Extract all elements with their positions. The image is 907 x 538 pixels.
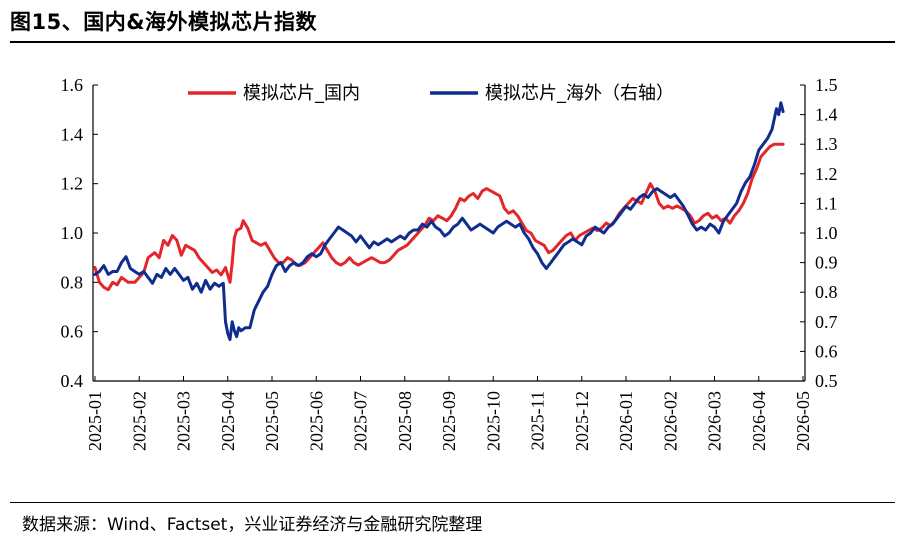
x-tick-label: 2025-11: [528, 391, 548, 450]
y-right-tick-label: 0.7: [815, 312, 838, 332]
source-rule: [10, 502, 895, 503]
source-note: 数据来源：Wind、Factset，兴业证券经济与金融研究院整理: [22, 515, 483, 535]
y-left-tick-label: 0.8: [61, 272, 84, 292]
y-left-tick-label: 1.6: [61, 75, 84, 95]
y-right-tick-label: 0.5: [815, 371, 838, 391]
x-tick-label: 2025-03: [174, 391, 194, 451]
x-tick-label: 2025-01: [85, 391, 105, 451]
y-left-tick-label: 0.6: [61, 322, 84, 342]
y-left-tick-label: 1.4: [61, 124, 84, 144]
title-rule: [10, 41, 895, 43]
x-tick-label: 2026-02: [660, 391, 680, 451]
y-right-tick-label: 0.6: [815, 341, 838, 361]
x-tick-label: 2025-07: [351, 391, 371, 451]
y-right-tick-label: 1.0: [815, 223, 838, 243]
x-tick-label: 2025-06: [306, 391, 326, 451]
y-left-tick-label: 1.0: [61, 223, 84, 243]
x-tick-label: 2025-05: [262, 391, 282, 451]
legend-label: 模拟芯片_海外（右轴）: [485, 83, 674, 104]
y-left-tick-label: 1.2: [61, 174, 84, 194]
x-tick-label: 2025-09: [439, 391, 459, 451]
y-left-tick-label: 0.4: [61, 371, 84, 391]
x-tick-label: 2025-02: [129, 391, 149, 451]
x-tick-label: 2025-10: [483, 391, 503, 451]
y-right-tick-label: 0.9: [815, 253, 838, 273]
y-right-tick-label: 1.4: [815, 105, 838, 125]
x-tick-label: 2025-12: [572, 391, 592, 451]
x-tick-label: 2026-03: [705, 391, 725, 451]
y-right-tick-label: 1.5: [815, 75, 838, 95]
y-right-tick-label: 0.8: [815, 282, 838, 302]
legend-label: 模拟芯片_国内: [243, 83, 360, 104]
figure-title: 图15、国内&海外模拟芯片指数: [10, 10, 318, 34]
y-right-tick-label: 1.3: [815, 134, 838, 154]
x-tick-label: 2025-04: [218, 391, 238, 451]
y-right-tick-label: 1.2: [815, 164, 838, 184]
series-line-overseas: [93, 101, 785, 342]
x-tick-label: 2026-04: [749, 391, 769, 451]
x-tick-label: 2025-08: [395, 391, 415, 451]
x-tick-label: 2026-01: [616, 391, 636, 451]
series-line-domestic: [93, 142, 785, 292]
y-right-tick-label: 1.1: [815, 193, 838, 213]
x-tick-label: 2026-05: [793, 391, 813, 451]
